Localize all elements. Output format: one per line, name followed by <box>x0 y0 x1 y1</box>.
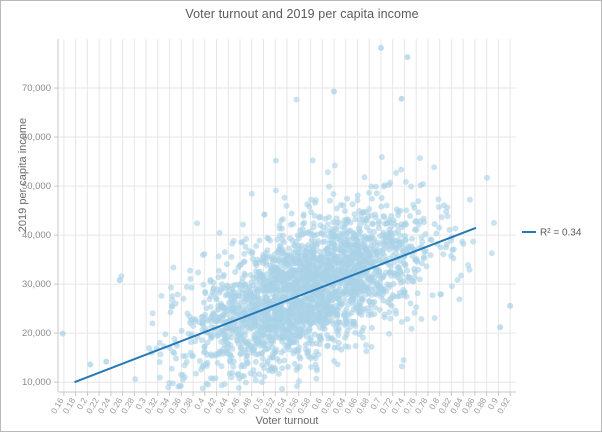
legend-label-r-squared: R² = 0.34 <box>540 228 582 239</box>
x-tick-labels: 0.160.180.20.220.240.260.280.30.320.340.… <box>49 396 512 416</box>
x-axis-title: Voter turnout <box>255 415 319 427</box>
legend[interactable]: R² = 0.34 <box>522 228 582 239</box>
y-tick-label: 10,000 <box>22 377 51 388</box>
scatter-point-cloud <box>59 44 514 392</box>
y-tick-label: 70,000 <box>22 83 51 94</box>
y-tick-label: 20,000 <box>22 328 51 339</box>
chart-title: Voter turnout and 2019 per capita income <box>185 7 419 21</box>
y-tick-labels: 10,000 20,000 30,000 40,000 50,000 60,000 70,0… <box>22 83 51 388</box>
y-tick-label: 60,000 <box>22 132 51 143</box>
y-tick-label: 40,000 <box>22 230 51 241</box>
tick-marks <box>54 87 511 396</box>
y-tick-label: 50,000 <box>22 181 51 192</box>
trend-line <box>74 226 477 384</box>
y-tick-label: 30,000 <box>22 279 51 290</box>
x-tick-label: 0.92 <box>495 396 512 416</box>
